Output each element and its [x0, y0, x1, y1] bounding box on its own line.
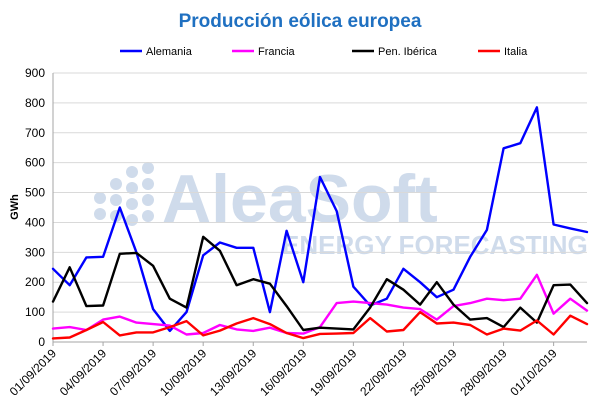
- aleasoft-logo-dots: [94, 162, 154, 226]
- y-tick-label: 200: [25, 275, 45, 289]
- grid: [53, 72, 587, 313]
- watermark-tagline: ENERGY FORECASTING: [282, 230, 588, 260]
- legend-label-pen-iberica: Pen. Ibérica: [378, 46, 438, 58]
- y-tick-label: 500: [25, 186, 45, 200]
- series-group: [51, 106, 589, 340]
- watermark-brand: AleaSoft: [162, 161, 438, 237]
- y-tick-label: 800: [25, 96, 45, 110]
- legend-label-alemania: Alemania: [146, 46, 193, 58]
- y-tick-label: 400: [25, 215, 45, 229]
- y-tick-labels: 0 100 200 300 400 500 600 700 800 900: [25, 66, 45, 349]
- y-axis-title: GWh: [9, 194, 21, 220]
- y-tick-label: 700: [25, 126, 45, 140]
- y-tick-label: 900: [25, 66, 45, 80]
- chart-title: Producción eólica europea: [179, 11, 422, 32]
- y-tick-label: 600: [25, 156, 45, 170]
- series-line-italia: [51, 310, 589, 340]
- y-tick-label: 0: [38, 335, 45, 349]
- aleasoft-watermark: AleaSoft ENERGY FORECASTING: [94, 161, 588, 260]
- y-tick-label: 300: [25, 245, 45, 259]
- y-tick-label: 100: [25, 305, 45, 319]
- legend: Alemania Francia Pen. Ibérica Italia: [120, 46, 528, 58]
- legend-label-francia: Francia: [258, 46, 296, 58]
- series-line-pen-iberica: [51, 235, 589, 332]
- axes: [52, 73, 587, 343]
- legend-label-italia: Italia: [504, 46, 528, 58]
- series-line-alemania: [51, 106, 589, 333]
